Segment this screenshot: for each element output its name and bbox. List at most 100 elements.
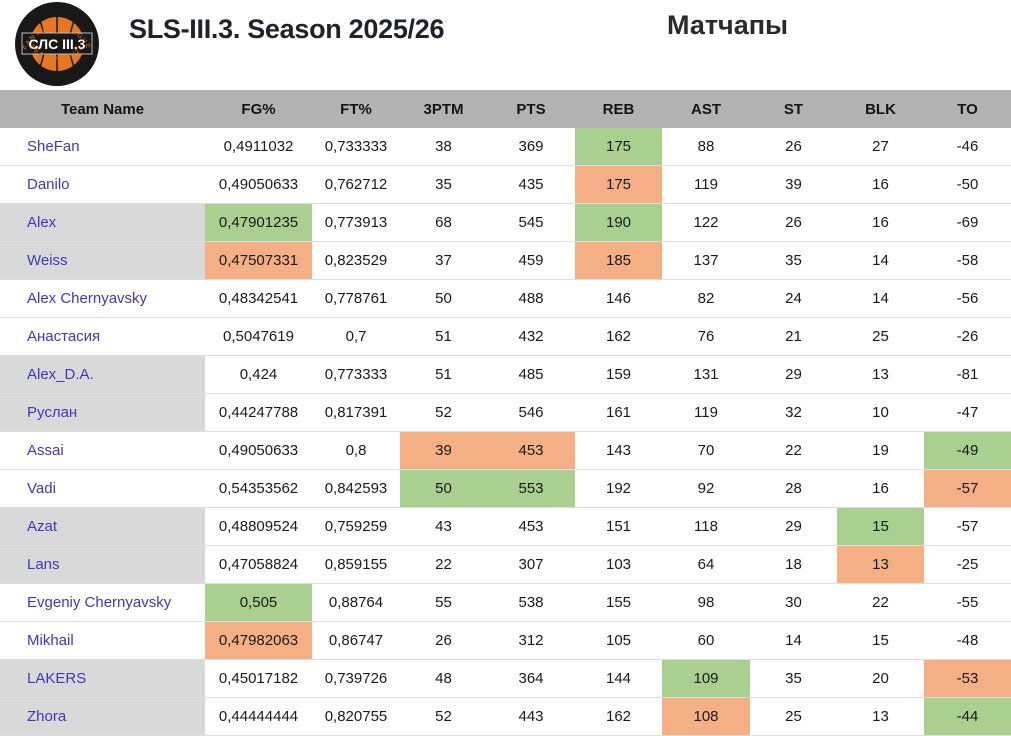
table-header-row: Team Name FG% FT% 3PTM PTS REB AST ST BLK TO — [0, 90, 1011, 128]
stat-cell-blk: 27 — [837, 128, 924, 166]
team-name-link[interactable]: Руслан — [0, 393, 205, 432]
stat-cell-st: 26 — [750, 128, 837, 166]
stat-cell-pts: 453 — [487, 507, 575, 546]
team-name-link[interactable]: Анастасия — [0, 317, 205, 356]
team-name-link[interactable]: Vadi — [0, 469, 205, 508]
page-title: Матчапы — [667, 10, 789, 40]
stat-cell-3ptm: 22 — [400, 545, 487, 584]
table-row: Lans 0,47058824 0,859155 22 307 103 64 18 13 -25 — [0, 545, 1011, 584]
stat-cell-pts: 435 — [487, 165, 575, 204]
stat-cell-blk: 13 — [837, 545, 924, 584]
team-name-link[interactable]: Assai — [0, 431, 205, 470]
table-row: Alex Chernyavsky 0,48342541 0,778761 50 488 1… — [0, 279, 1011, 318]
table-row: Weiss 0,47507331 0,823529 37 459 185 137 35 14 -5… — [0, 241, 1011, 280]
stat-cell-to: -81 — [924, 355, 1011, 394]
stat-cell-ast: 118 — [662, 507, 750, 546]
stat-cell-ast: 76 — [662, 317, 750, 356]
team-name-link[interactable]: Danilo — [0, 165, 205, 204]
stat-cell-blk: 16 — [837, 469, 924, 508]
table-row: SheFan 0,4911032 0,733333 38 369 175 88 26 27 -46 — [0, 128, 1011, 166]
stat-cell-blk: 22 — [837, 583, 924, 622]
stat-cell-ast: 64 — [662, 545, 750, 584]
team-name-link[interactable]: Weiss — [0, 241, 205, 280]
stat-cell-blk: 14 — [837, 279, 924, 318]
stat-cell-reb: 143 — [575, 431, 662, 470]
stat-cell-ast: 122 — [662, 203, 750, 242]
stat-cell-st: 28 — [750, 469, 837, 508]
stat-cell-fg-: 0,48342541 — [205, 279, 312, 318]
table-row: Danilo 0,49050633 0,762712 35 435 175 119 39 16-… — [0, 165, 1011, 204]
stat-cell-3ptm: 68 — [400, 203, 487, 242]
stat-cell-3ptm: 43 — [400, 507, 487, 546]
season-title: SLS-III.3. Season 2025/26 — [129, 14, 445, 44]
stat-cell-reb: 103 — [575, 545, 662, 584]
league-logo-image: СЛС III.3 FANTASY LEAGUE SEASON 25/26 — [15, 2, 99, 86]
league-logo: СЛС III.3 FANTASY LEAGUE SEASON 25/26 — [13, 1, 101, 87]
stat-cell-st: 32 — [750, 393, 837, 432]
stat-cell-pts: 369 — [487, 128, 575, 166]
column-header-ast: AST — [662, 90, 750, 128]
stat-cell-reb: 192 — [575, 469, 662, 508]
column-header-team-name: Team Name — [0, 90, 205, 128]
team-name-link[interactable]: Lans — [0, 545, 205, 584]
stat-cell-fg-: 0,44247788 — [205, 393, 312, 432]
stat-cell-3ptm: 52 — [400, 697, 487, 736]
team-name-link[interactable]: LAKERS — [0, 659, 205, 698]
stat-cell-ft-: 0,778761 — [312, 279, 400, 318]
stat-cell-to: -48 — [924, 621, 1011, 660]
stat-cell-3ptm: 51 — [400, 317, 487, 356]
stat-cell-3ptm: 50 — [400, 279, 487, 318]
table-row: Руслан 0,44247788 0,817391 52 546 161 119 32 10-… — [0, 393, 1011, 432]
stat-cell-pts: 307 — [487, 545, 575, 584]
stat-cell-ast: 92 — [662, 469, 750, 508]
table-row: Zhora 0,44444444 0,820755 52 443 162 108 25 13 -4… — [0, 697, 1011, 736]
stat-cell-reb: 105 — [575, 621, 662, 660]
stat-cell-to: -53 — [924, 659, 1011, 698]
stat-cell-pts: 545 — [487, 203, 575, 242]
table-row: Анастасия 0,5047619 0,7 51 432 162 76 21 25 -26 — [0, 317, 1011, 356]
stat-cell-reb: 175 — [575, 165, 662, 204]
stat-cell-reb: 162 — [575, 697, 662, 736]
stat-cell-pts: 443 — [487, 697, 575, 736]
stat-cell-ft-: 0,773913 — [312, 203, 400, 242]
team-name-link[interactable]: Evgeniy Chernyavsky — [0, 583, 205, 622]
team-name-link[interactable]: Zhora — [0, 697, 205, 736]
stat-cell-fg-: 0,44444444 — [205, 697, 312, 736]
team-name-link[interactable]: SheFan — [0, 128, 205, 166]
stat-cell-blk: 15 — [837, 621, 924, 660]
stat-cell-st: 25 — [750, 697, 837, 736]
stat-cell-to: -49 — [924, 431, 1011, 470]
team-name-link[interactable]: Azat — [0, 507, 205, 546]
column-header-pts: PTS — [487, 90, 575, 128]
team-name-link[interactable]: Mikhail — [0, 621, 205, 660]
stat-cell-fg-: 0,4911032 — [205, 128, 312, 166]
stat-cell-to: -50 — [924, 165, 1011, 204]
team-name-link[interactable]: Alex_D.A. — [0, 355, 205, 394]
stat-cell-pts: 488 — [487, 279, 575, 318]
stat-cell-blk: 19 — [837, 431, 924, 470]
stat-cell-pts: 485 — [487, 355, 575, 394]
stat-cell-st: 26 — [750, 203, 837, 242]
stat-cell-to: -26 — [924, 317, 1011, 356]
table-row: Alex 0,47901235 0,773913 68 545 190 122 26 16 -69 — [0, 203, 1011, 242]
column-header-fg-: FG% — [205, 90, 312, 128]
stat-cell-to: -58 — [924, 241, 1011, 280]
table-row: LAKERS 0,45017182 0,739726 48 364 144 109 35 20-… — [0, 659, 1011, 698]
stat-cell-fg-: 0,54353562 — [205, 469, 312, 508]
table-row: Alex_D.A. 0,424 0,773333 51 485 159 131 29 13 -81 — [0, 355, 1011, 394]
stat-cell-ast: 109 — [662, 659, 750, 698]
table-row: Assai 0,49050633 0,8 39 453 143 70 22 19 -49 — [0, 431, 1011, 470]
team-name-link[interactable]: Alex Chernyavsky — [0, 279, 205, 318]
stat-cell-3ptm: 37 — [400, 241, 487, 280]
logo-center-text: СЛС III.3 — [29, 36, 86, 52]
stat-cell-fg-: 0,47507331 — [205, 241, 312, 280]
stat-cell-reb: 146 — [575, 279, 662, 318]
stat-cell-reb: 161 — [575, 393, 662, 432]
stat-cell-ast: 60 — [662, 621, 750, 660]
stat-cell-reb: 175 — [575, 128, 662, 166]
column-header-st: ST — [750, 90, 837, 128]
team-name-link[interactable]: Alex — [0, 203, 205, 242]
stat-cell-blk: 14 — [837, 241, 924, 280]
stat-cell-fg-: 0,47982063 — [205, 621, 312, 660]
stat-cell-to: -56 — [924, 279, 1011, 318]
